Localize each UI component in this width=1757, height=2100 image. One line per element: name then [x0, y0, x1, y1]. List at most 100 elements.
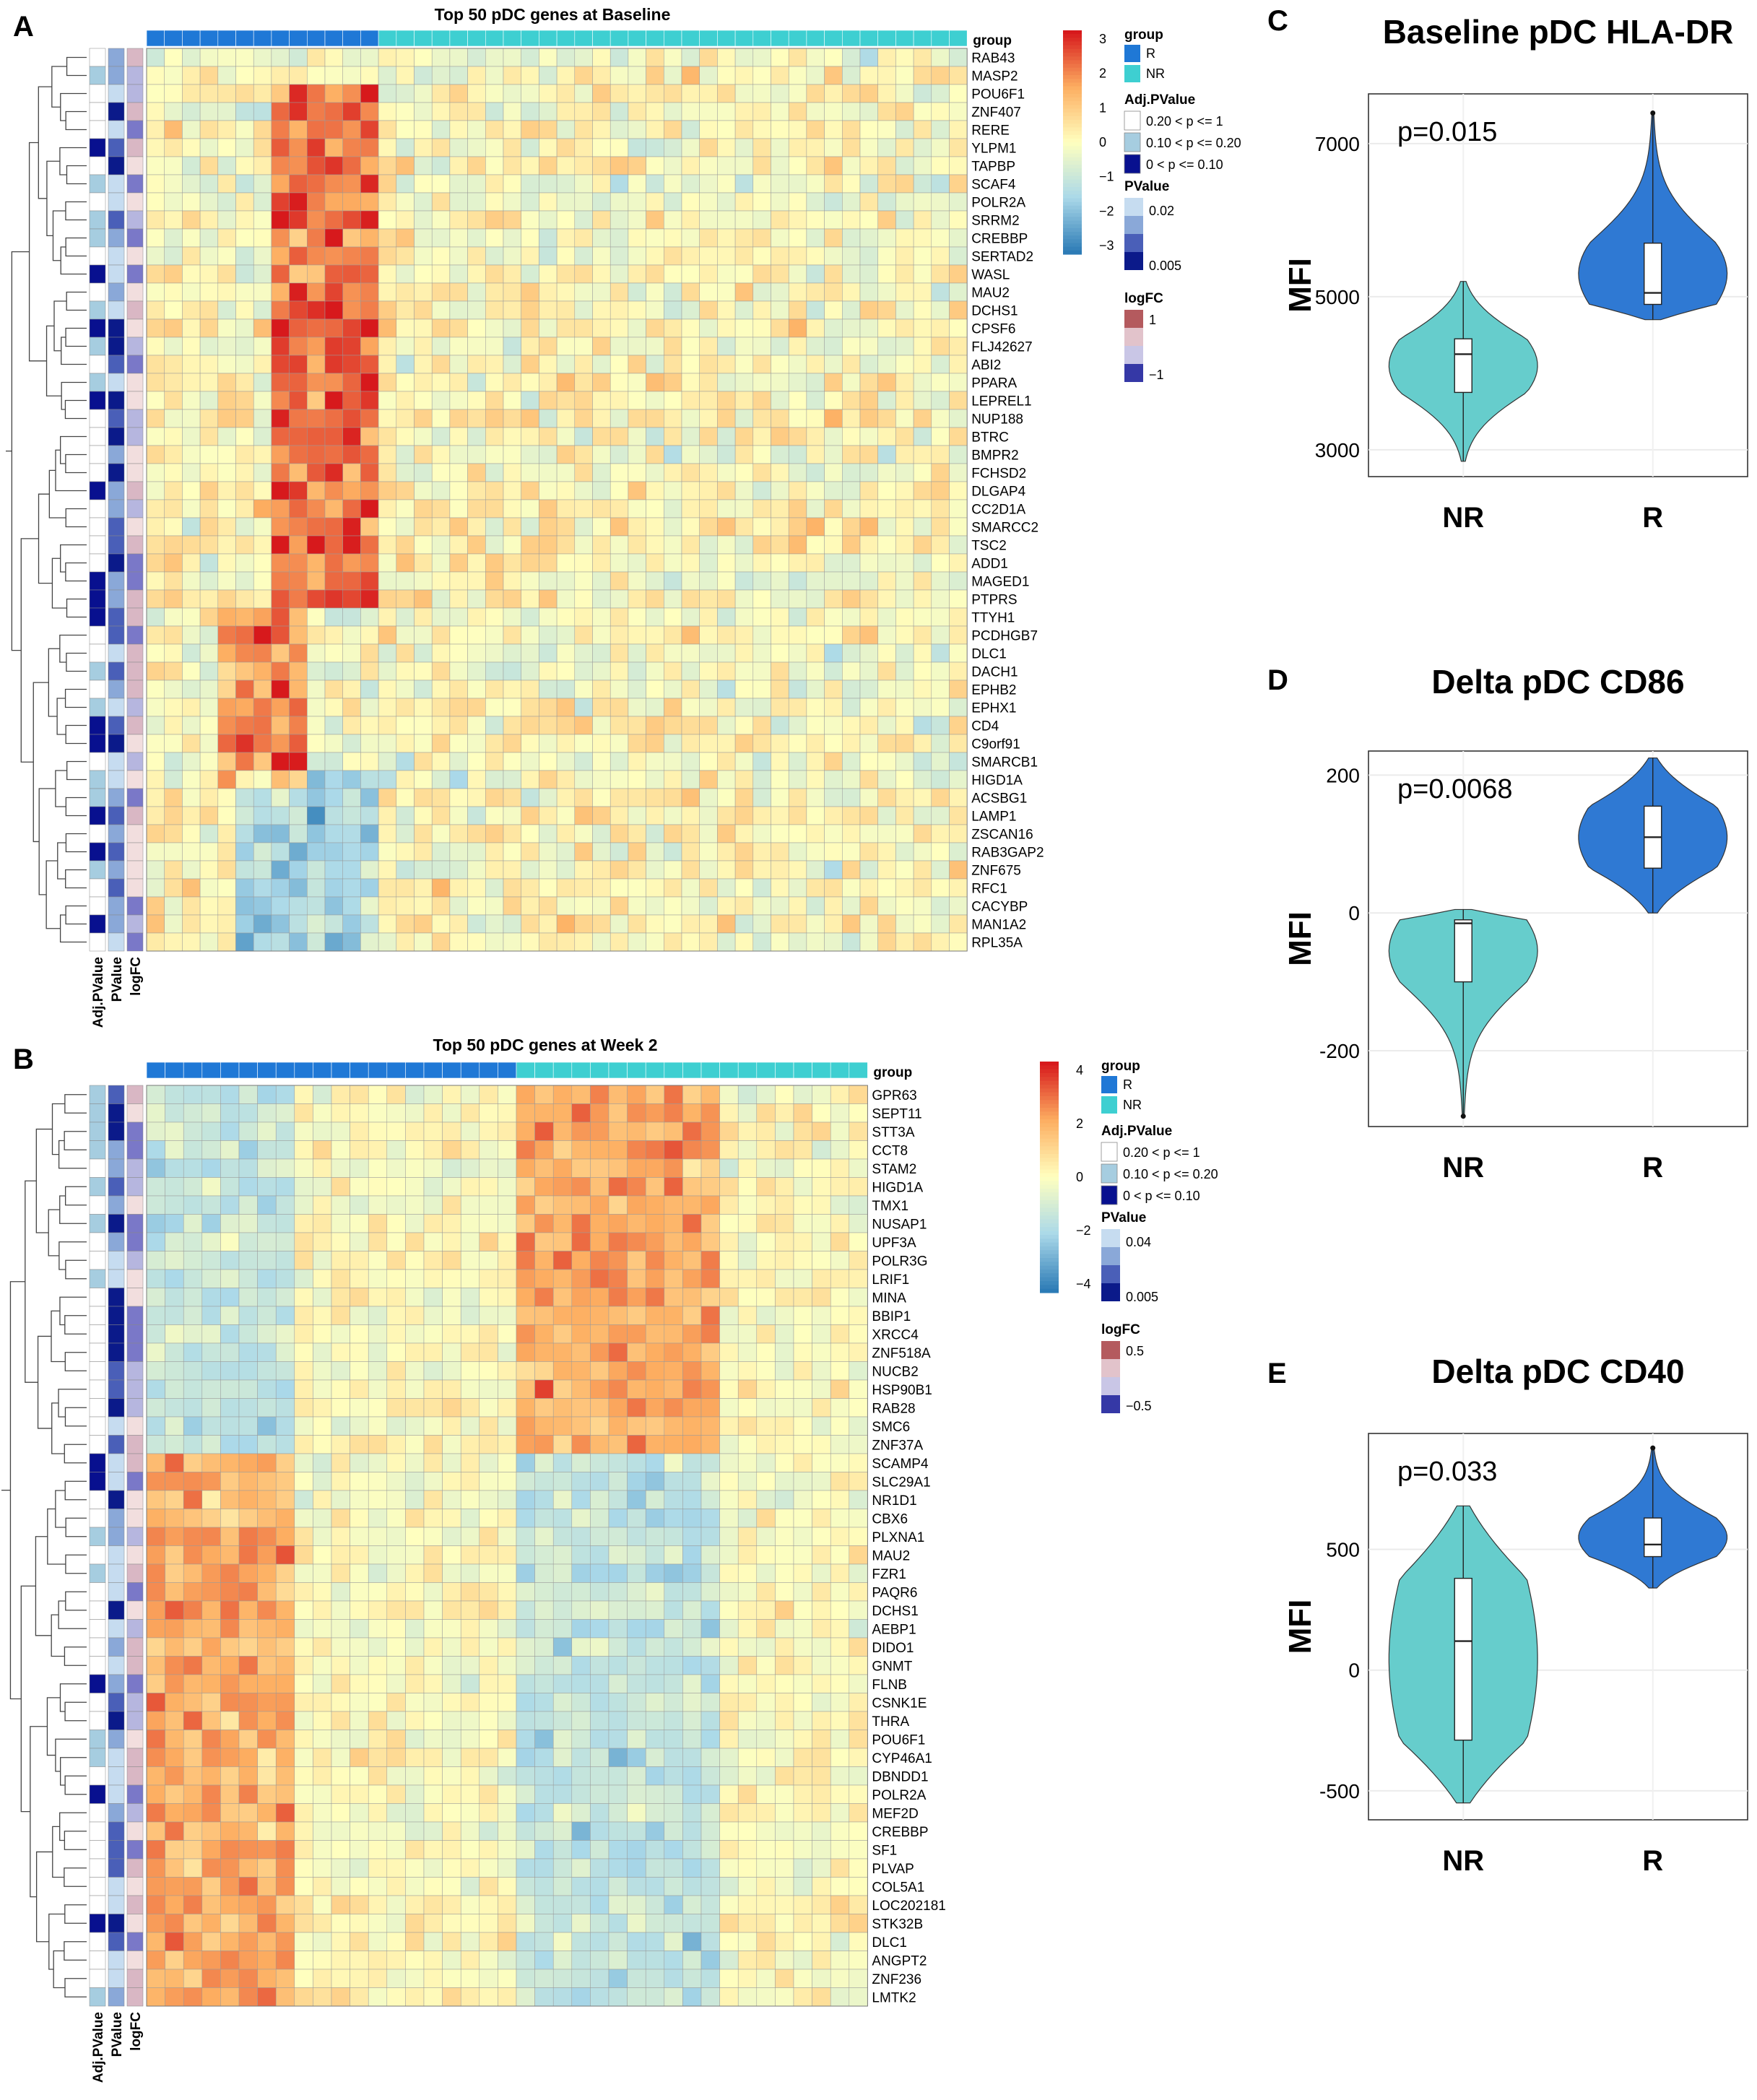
heatmap-cell: [342, 643, 361, 663]
heatmap-cell: [289, 571, 308, 591]
heatmap-cell: [235, 138, 254, 157]
heatmap-cell: [812, 1472, 831, 1491]
heatmap-cell: [201, 1085, 221, 1104]
heatmap-cell: [442, 1582, 461, 1602]
heatmap-cell: [627, 1214, 646, 1233]
pvalue-cell: [108, 228, 125, 248]
heatmap-cell: [859, 788, 878, 807]
heatmap-cell: [627, 1306, 646, 1325]
heatmap-cell: [734, 192, 754, 212]
heatmap-cell: [849, 1840, 868, 1860]
heatmap-cell: [331, 1361, 350, 1381]
heatmap-cell: [859, 445, 878, 464]
heatmap-cell: [556, 391, 576, 410]
heatmap-cell: [590, 1766, 609, 1786]
heatmap-cell: [571, 1784, 591, 1804]
heatmap-cell: [609, 716, 629, 735]
heatmap-cell: [775, 1637, 794, 1657]
heatmap-cell: [949, 553, 968, 573]
heatmap-cell: [590, 1582, 609, 1602]
heatmap-cell: [756, 1085, 776, 1104]
heatmap-cell: [877, 318, 896, 338]
pvalue-cell: [108, 1858, 125, 1878]
heatmap-cell: [628, 481, 646, 500]
heatmap-cell: [824, 138, 843, 157]
heatmap-cell: [516, 1379, 535, 1399]
heatmap-cell: [699, 680, 718, 699]
heatmap-cell: [771, 625, 789, 645]
heatmap-cell: [628, 698, 646, 717]
heatmap-cell: [414, 156, 433, 175]
heatmap-cell: [238, 1085, 258, 1104]
heatmap-cell: [645, 1563, 665, 1583]
heatmap-cell: [859, 391, 878, 410]
heatmap-cell: [271, 571, 290, 591]
heatmap-cell: [368, 1251, 388, 1270]
heatmap-cell: [146, 1158, 165, 1178]
adj-pvalue-cell: [89, 102, 106, 121]
heatmap-cell: [331, 1600, 350, 1620]
heatmap-cell: [183, 1840, 203, 1860]
heatmap-cell: [895, 228, 914, 248]
heatmap-cell: [378, 661, 397, 681]
heatmap-cell: [289, 138, 308, 157]
heatmap-cell: [516, 1730, 535, 1749]
heatmap-cell: [608, 1563, 628, 1583]
heatmap-cell: [539, 463, 558, 482]
heatmap-cell: [756, 1821, 776, 1841]
heatmap-cell: [793, 1637, 812, 1657]
heatmap-cell: [699, 300, 718, 320]
heatmap-cell: [931, 625, 950, 645]
heatmap-cell: [449, 752, 468, 771]
heatmap-cell: [700, 1674, 720, 1693]
heatmap-cell: [931, 571, 950, 591]
gene-label: ZNF37A: [872, 1438, 923, 1453]
heatmap-cell: [479, 1877, 498, 1896]
heatmap-cell: [271, 896, 290, 916]
heatmap-cell: [449, 535, 468, 555]
heatmap-cell: [590, 1932, 609, 1951]
heatmap-cell: [313, 1582, 332, 1602]
heatmap-cell: [257, 1693, 277, 1712]
heatmap-cell: [313, 1527, 332, 1546]
heatmap-cell: [405, 1600, 425, 1620]
logfc-cell: [126, 716, 144, 735]
pvalue-cell: [108, 373, 125, 392]
heatmap-cell: [386, 1951, 406, 1970]
color-scale-step: [1063, 134, 1082, 139]
heatmap-cell: [842, 84, 861, 103]
heatmap-cell: [275, 1987, 295, 2007]
heatmap-cell: [842, 607, 861, 627]
heatmap-cell: [442, 1693, 461, 1712]
group-annotation-cell: [552, 1062, 573, 1079]
pvalue-cell: [108, 607, 125, 627]
heatmap-cell: [627, 1527, 646, 1546]
heatmap-cell: [771, 84, 789, 103]
logfc-cell: [126, 1195, 144, 1215]
heatmap-cell: [627, 1177, 646, 1197]
heatmap-cell: [257, 1140, 277, 1160]
heatmap-cell: [498, 1416, 517, 1436]
heatmap-cell: [534, 1140, 554, 1160]
heatmap-cell: [467, 643, 486, 663]
heatmap-cell: [307, 355, 326, 374]
heatmap-cell: [609, 734, 629, 753]
heatmap-cell: [467, 84, 486, 103]
heatmap-cell: [289, 553, 308, 573]
dendrogram-branch: [64, 1131, 87, 1150]
heatmap-cell: [479, 1398, 498, 1418]
heatmap-cell: [485, 391, 504, 410]
heatmap-cell: [164, 589, 183, 609]
adj-pvalue-cell: [89, 932, 106, 952]
dendrogram-branch: [9, 1281, 25, 1700]
heatmap-cell: [664, 842, 682, 862]
heatmap-cell: [360, 914, 379, 934]
heatmap-cell: [271, 842, 290, 862]
heatmap-cell: [199, 463, 219, 482]
color-scale-step: [1040, 1077, 1059, 1082]
heatmap-cell: [534, 1361, 554, 1381]
heatmap-cell: [360, 355, 379, 374]
adj-pvalue-cell: [89, 1232, 106, 1251]
heatmap-cell: [503, 445, 521, 464]
heatmap-cell: [467, 499, 486, 519]
